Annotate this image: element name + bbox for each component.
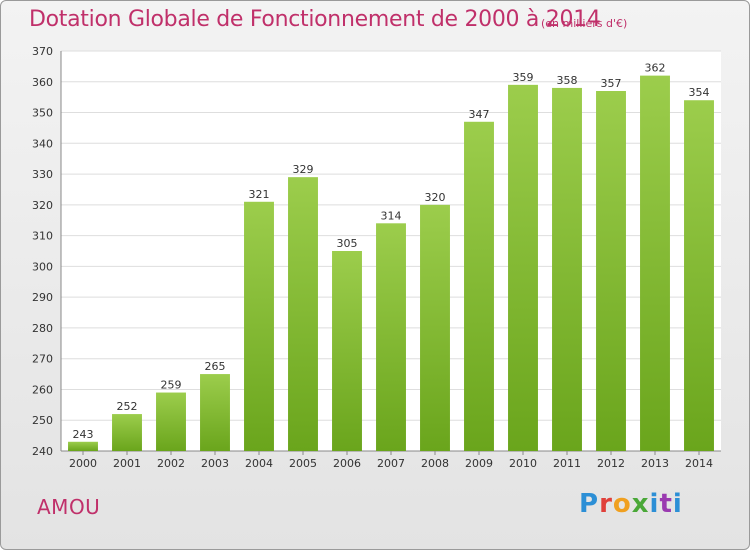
x-tick-label: 2001 [113, 457, 141, 470]
bar [640, 75, 670, 451]
chart-title: Dotation Globale de Fonctionnement de 20… [29, 7, 601, 32]
bar [376, 223, 406, 451]
data-label: 243 [73, 428, 94, 441]
y-tick-label: 320 [32, 199, 53, 212]
data-label: 265 [205, 360, 226, 373]
bar [244, 201, 274, 451]
y-tick-label: 260 [32, 383, 53, 396]
x-tick-label: 2009 [465, 457, 493, 470]
y-tick-label: 350 [32, 107, 53, 120]
data-label: 320 [425, 191, 446, 204]
bar [552, 87, 582, 451]
x-tick-label: 2013 [641, 457, 669, 470]
proxiti-logo: Proxiti [579, 489, 683, 519]
data-label: 314 [381, 209, 402, 222]
data-label: 354 [689, 86, 710, 99]
x-tick-label: 2007 [377, 457, 405, 470]
x-tick-label: 2005 [289, 457, 317, 470]
data-label: 357 [601, 77, 622, 90]
y-tick-label: 310 [32, 230, 53, 243]
y-tick-label: 360 [32, 76, 53, 89]
bar [288, 177, 318, 451]
y-tick-label: 240 [32, 445, 53, 458]
data-label: 362 [645, 62, 666, 75]
bar [684, 100, 714, 451]
bar [68, 441, 98, 451]
data-label: 359 [513, 71, 534, 84]
y-tick-label: 300 [32, 260, 53, 273]
data-label: 321 [249, 188, 270, 201]
x-tick-label: 2000 [69, 457, 97, 470]
y-tick-label: 370 [32, 45, 53, 58]
x-tick-label: 2004 [245, 457, 273, 470]
y-tick-label: 340 [32, 137, 53, 150]
logo-letter: P [579, 489, 600, 519]
commune-name: AMOU [37, 495, 101, 519]
data-label: 329 [293, 163, 314, 176]
data-label: 259 [161, 379, 182, 392]
x-tick-label: 2012 [597, 457, 625, 470]
x-tick-label: 2003 [201, 457, 229, 470]
bar [464, 121, 494, 452]
x-tick-label: 2014 [685, 457, 713, 470]
bar [420, 204, 450, 451]
x-tick-label: 2002 [157, 457, 185, 470]
y-tick-label: 250 [32, 414, 53, 427]
bar [332, 251, 362, 451]
chart-subtitle: (en milliers d'€) [541, 17, 628, 30]
bar [200, 374, 230, 451]
data-label: 358 [557, 74, 578, 87]
y-tick-label: 280 [32, 322, 53, 335]
logo-letter: r [599, 489, 613, 519]
x-tick-label: 2011 [553, 457, 581, 470]
logo-letter: o [612, 489, 632, 519]
x-tick-label: 2006 [333, 457, 361, 470]
bar [112, 414, 142, 451]
x-tick-label: 2010 [509, 457, 537, 470]
data-label: 252 [117, 400, 138, 413]
logo-letter: i [672, 489, 683, 519]
bar [156, 392, 186, 451]
bar [508, 84, 538, 451]
logo-letter: i [649, 489, 660, 519]
logo-letter: t [659, 489, 673, 519]
y-tick-label: 290 [32, 291, 53, 304]
x-tick-label: 2008 [421, 457, 449, 470]
logo-letter: x [631, 489, 650, 519]
bar [596, 91, 626, 451]
y-tick-label: 330 [32, 168, 53, 181]
data-label: 305 [337, 237, 358, 250]
y-tick-label: 270 [32, 353, 53, 366]
data-label: 347 [469, 108, 490, 121]
